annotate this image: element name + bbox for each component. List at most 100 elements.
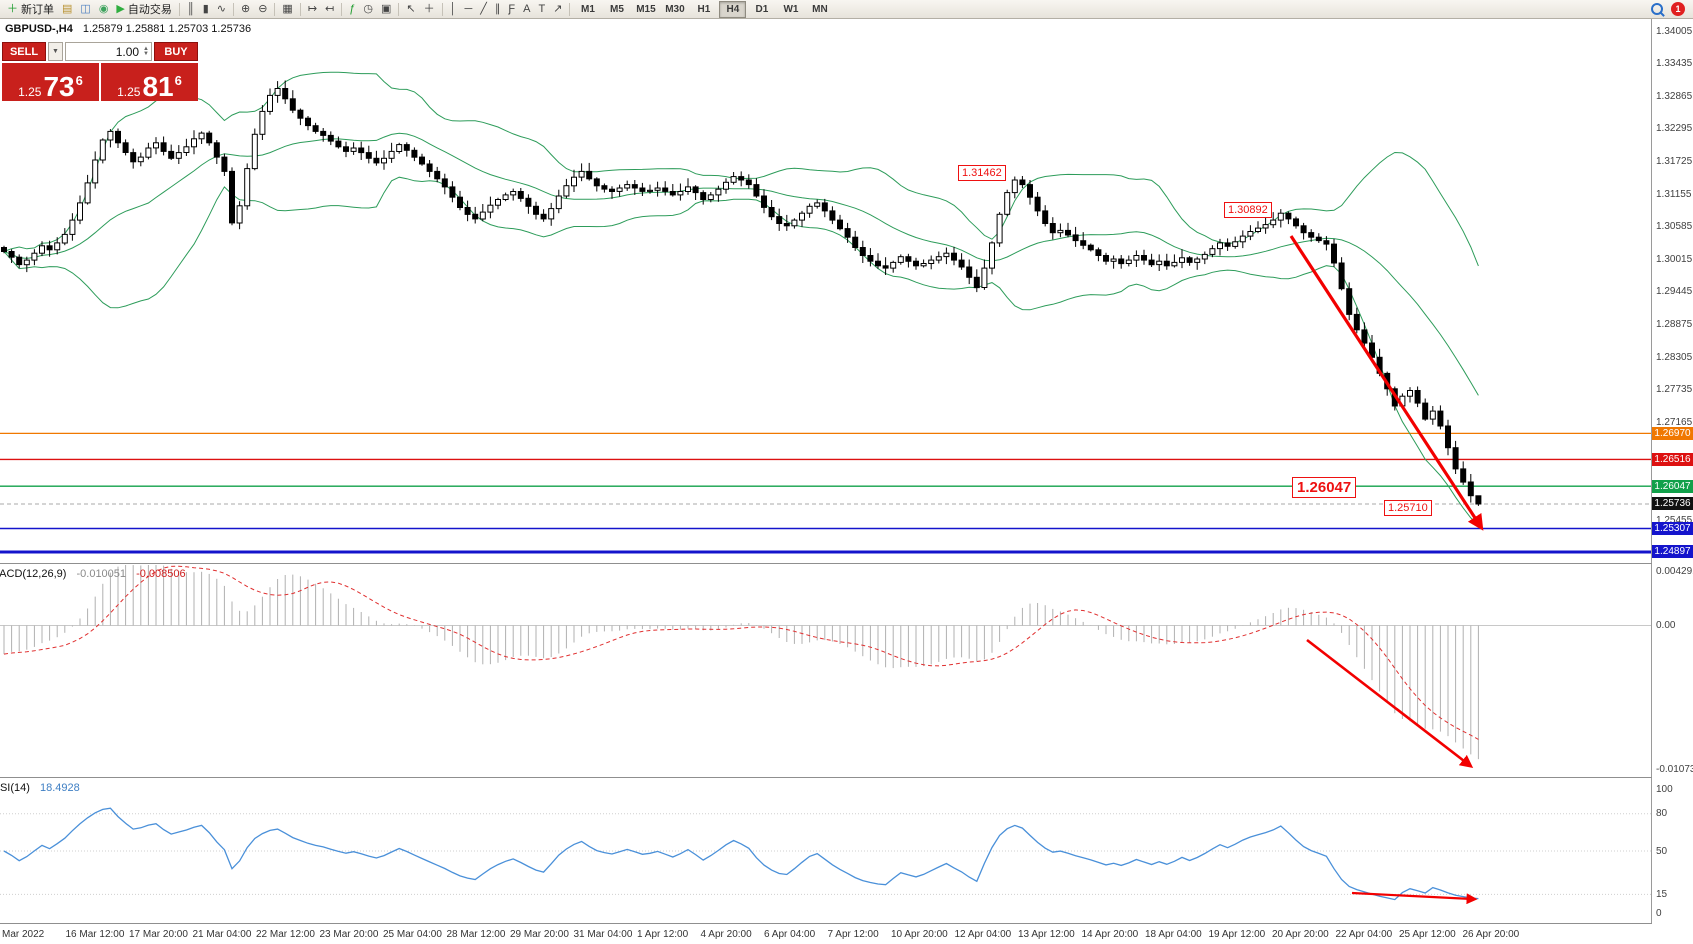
search-icon[interactable] [1651,3,1663,15]
timeframe-m1[interactable]: M1 [580,3,595,15]
horizontal-line-icon[interactable]: ─ [461,0,475,18]
new-order-button[interactable]: ＋新订单 [4,0,57,18]
chart-shift-icon[interactable]: ↤ [322,0,337,18]
timeframe-m5[interactable]: M5 [609,3,624,15]
panel-separator[interactable] [0,777,1652,778]
market-watch-icon[interactable]: ▤ [59,0,75,18]
channel-icon[interactable]: ∥ [492,0,504,18]
price-annotation[interactable]: 1.30892 [1224,202,1272,218]
timeframe-d1[interactable]: D1 [755,3,769,15]
bar-chart-icon-glyph: ║ [186,2,195,15]
chart-shift-icon-glyph: ↤ [325,2,335,15]
data-window-icon[interactable]: ◫ [77,0,93,18]
one-click-controls: SELL ▼ 1.00 ▲ ▼ BUY [2,42,198,61]
time-axis-label: 14 Apr 20:00 [1081,929,1139,940]
vertical-line-icon[interactable]: │ [447,0,460,18]
periods-icon[interactable]: ◷ [360,0,376,18]
timeframe-w1[interactable]: W1 [783,3,799,15]
time-axis-label: 13 Apr 12:00 [1018,929,1075,940]
line-chart-icon[interactable]: ∿ [214,0,229,18]
trendline-icon-glyph: ╱ [480,2,487,15]
timeframe-m30[interactable]: M30 [665,3,685,15]
indicators-icon[interactable]: ƒ [346,0,358,18]
time-axis-label: 17 Mar 20:00 [129,929,188,940]
bar-chart-icon[interactable]: ║ [184,0,198,18]
toolbar-separator [569,2,571,16]
order-options-dropdown[interactable]: ▼ [48,42,63,61]
one-click-prices: 1.25 73 6 1.25 81 6 [2,63,198,101]
chart-title: GBPUSD-,H4 1.25879 1.25881 1.25703 1.2573… [5,23,251,35]
price-tag: 1.26516 [1652,452,1693,466]
macd-panel[interactable] [0,565,1652,776]
arrows-icon[interactable]: ↗ [550,0,565,18]
time-axis-label: 12 Apr 04:00 [954,929,1012,940]
time-axis-label: Mar 2022 [2,929,45,940]
cursor-icon[interactable]: ↖ [403,0,418,18]
time-axis-label: 25 Apr 12:00 [1399,929,1456,940]
arrows-icon-glyph: ↗ [553,2,563,15]
trendline-icon[interactable]: ╱ [477,0,490,18]
rsi-axis-label: 50 [1656,845,1668,857]
timeframe-h1[interactable]: H1 [697,3,711,15]
buy-price-pipette: 6 [174,73,182,88]
price-annotation[interactable]: 1.26047 [1292,477,1357,498]
timeframe-mn[interactable]: MN [812,3,828,15]
price-axis-label: 1.30585 [1656,221,1693,233]
toolbar-items: ＋新订单 ▤ ◫ ◉ ▶ 自动交易 ║ ▮ ∿ ⊕ ⊖ ▦ ↦ ↤ ƒ ◷ ▣ ↖ ＋ │ ─ ╱ ∥ Ƒ A T ↗ M1 M5 M15… [3,0,834,18]
toolbar-separator [398,2,400,16]
fibonacci-icon[interactable]: Ƒ [505,0,518,18]
volume-stepper[interactable]: ▲ ▼ [143,45,149,57]
price-annotation[interactable]: 1.31462 [958,165,1006,181]
horizontal-line-icon-glyph: ─ [464,2,473,15]
macd-axis-label: -0.010734 [1656,764,1693,776]
autotrade-glyph: ▶ [116,2,125,15]
time-axis-label: 7 Apr 12:00 [827,929,879,940]
price-annotation[interactable]: 1.25710 [1384,500,1432,516]
tile-windows-icon-glyph: ▦ [282,2,293,15]
buy-price-whole: 1.25 [117,84,141,99]
label-icon[interactable]: T [535,0,548,18]
notification-badge[interactable]: 1 [1671,2,1685,16]
timeframe-m15[interactable]: M15 [636,3,656,15]
rsi-indicator-label: RSI(14) 18.4928 [0,782,80,794]
time-axis-label: 25 Mar 04:00 [383,929,442,940]
time-axis-label: 6 Apr 04:00 [764,929,816,940]
text-icon[interactable]: A [520,0,533,18]
buy-button[interactable]: BUY [154,42,198,61]
time-axis[interactable]: Mar 2022 16 Mar 12:00 17 Mar 20:00 21 Mar 0… [0,923,1652,944]
auto-scroll-icon[interactable]: ↦ [305,0,320,18]
zoom-in-icon[interactable]: ⊕ [238,0,253,18]
tile-windows-icon[interactable]: ▦ [279,0,295,18]
price-axis-label: 1.31155 [1656,188,1692,200]
sell-button[interactable]: SELL [2,42,46,61]
timeframe-h4[interactable]: H4 [719,0,747,18]
toolbar-separator [274,2,276,16]
navigator-icon[interactable]: ◉ [96,0,112,18]
candlestick-chart-icon[interactable]: ▮ [200,0,212,18]
buy-price-button[interactable]: 1.25 81 6 [101,63,198,101]
templates-icon[interactable]: ▣ [378,0,394,18]
sell-price-pips: 73 [43,70,75,102]
time-axis-label: 4 Apr 20:00 [700,929,752,940]
volume-input[interactable]: 1.00 ▲ ▼ [65,42,152,61]
panel-separator[interactable] [0,563,1652,564]
rsi-panel[interactable] [0,779,1652,924]
autotrade-button[interactable]: ▶ 自动交易 [113,0,174,18]
sell-price-pipette: 6 [75,73,83,88]
ohlc-values: 1.25879 1.25881 1.25703 1.25736 [82,23,252,35]
label-icon-glyph: T [538,2,546,15]
macd-name: MACD(12,26,9) [0,568,67,580]
time-axis-label: 22 Mar 12:00 [256,929,315,940]
price-tag: 1.26047 [1652,479,1693,493]
zoom-out-icon[interactable]: ⊖ [255,0,270,18]
autotrade-button-label: 自动交易 [127,4,172,16]
navigator-icon-glyph: ◉ [98,2,109,15]
macd-signal-value: -0.008506 [136,568,186,580]
crosshair-icon[interactable]: ＋ [421,0,438,18]
vertical-line-icon-glyph: │ [449,2,457,15]
sell-price-button[interactable]: 1.25 73 6 [2,63,99,101]
sell-price-whole: 1.25 [18,84,42,99]
price-axis-label: 1.32295 [1656,123,1693,135]
price-chart-panel[interactable] [0,19,1652,562]
